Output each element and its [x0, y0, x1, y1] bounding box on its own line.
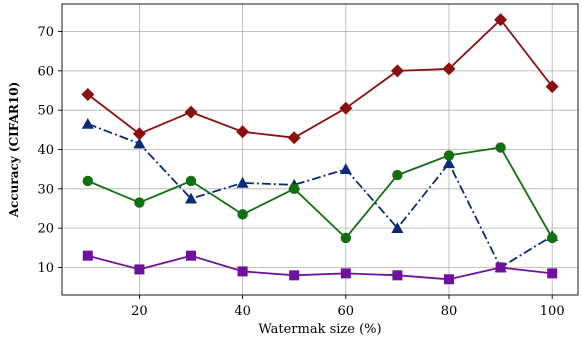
data-point-diamond — [545, 80, 559, 94]
data-point-square — [340, 268, 351, 279]
data-point-square — [237, 266, 248, 277]
data-point-circle — [392, 169, 403, 181]
data-point-diamond — [132, 127, 146, 141]
series-layer — [81, 13, 559, 285]
y-tick-label: 30 — [37, 182, 54, 197]
series-line — [87, 254, 553, 281]
data-point-circle — [443, 150, 455, 161]
y-tick-label: 20 — [37, 222, 54, 237]
series-line — [87, 123, 553, 269]
y-tick-label: 60 — [37, 64, 54, 79]
data-point-circle — [547, 232, 558, 244]
data-point-square — [289, 270, 300, 281]
series-line — [87, 146, 553, 239]
y-tick-label: 70 — [37, 25, 54, 40]
data-point-triangle — [81, 117, 94, 129]
x-tick-label: 100 — [540, 304, 565, 319]
x-tick-label: 20 — [131, 304, 148, 319]
y-tick-label: 50 — [37, 104, 54, 119]
data-point-circle — [237, 209, 248, 220]
data-point-triangle — [391, 222, 404, 233]
data-point-diamond — [184, 105, 198, 119]
data-point-square — [392, 270, 403, 281]
series-line — [87, 18, 553, 139]
data-point-square — [444, 274, 454, 285]
data-point-triangle — [236, 176, 249, 188]
series-4 — [82, 250, 558, 285]
data-point-circle — [82, 175, 94, 187]
x-tick-label: 40 — [234, 304, 251, 319]
x-axis-label: Watermak size (%) — [258, 322, 381, 337]
data-point-diamond — [339, 101, 353, 115]
data-point-circle — [289, 183, 300, 195]
y-tick-label: 10 — [37, 261, 54, 276]
data-point-diamond — [81, 87, 95, 101]
data-point-diamond — [390, 64, 404, 78]
data-point-square — [134, 264, 145, 275]
data-point-diamond — [494, 13, 508, 27]
data-point-diamond — [236, 125, 250, 139]
data-point-triangle — [133, 137, 146, 149]
data-point-circle — [185, 175, 197, 187]
data-point-square — [495, 262, 506, 273]
data-point-circle — [495, 142, 506, 153]
data-point-square — [82, 250, 93, 261]
data-point-triangle — [185, 192, 197, 204]
data-point-square — [186, 250, 196, 261]
x-tick-label: 80 — [441, 304, 458, 319]
data-point-circle — [134, 197, 145, 208]
y-axis-label: Accuracy (CIFAR10) — [7, 82, 21, 219]
data-point-square — [547, 268, 558, 279]
y-tick-label: 40 — [37, 143, 54, 158]
ticks: 20 40 60 80 100 10 20 30 40 50 60 70 — [37, 25, 564, 319]
data-point-diamond — [287, 131, 301, 145]
data-point-triangle — [443, 157, 455, 169]
series-1 — [81, 13, 559, 145]
data-point-circle — [340, 232, 351, 244]
data-point-diamond — [442, 62, 456, 76]
data-point-triangle — [339, 163, 352, 174]
series-3 — [82, 142, 558, 244]
x-tick-label: 60 — [338, 304, 355, 319]
